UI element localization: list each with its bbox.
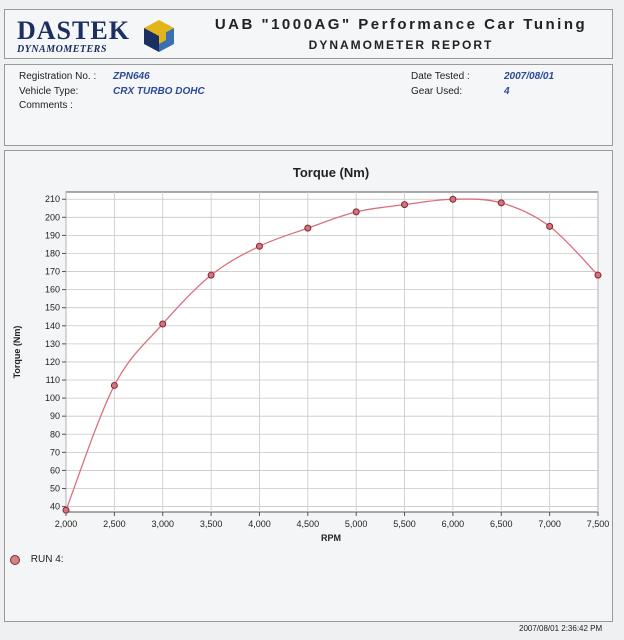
y-tick-label: 200: [45, 212, 60, 222]
x-tick-label: 6,000: [442, 519, 465, 529]
legend-label: RUN 4:: [30, 554, 64, 565]
date-tested-label: Date Tested :: [411, 71, 470, 82]
y-tick-label: 60: [50, 465, 60, 475]
x-tick-label: 7,500: [587, 519, 610, 529]
y-tick-label: 170: [45, 267, 60, 277]
x-tick-label: 2,000: [55, 519, 78, 529]
y-tick-label: 160: [45, 285, 60, 295]
x-tick-label: 6,500: [490, 519, 513, 529]
date-tested-value: 2007/08/01: [504, 71, 555, 82]
y-tick-label: 90: [50, 411, 60, 421]
x-tick-label: 3,500: [200, 519, 223, 529]
x-tick-label: 4,000: [248, 519, 271, 529]
chart-title: Torque (Nm): [293, 165, 369, 180]
x-tick-label: 5,500: [393, 519, 416, 529]
x-tick-label: 3,000: [151, 519, 174, 529]
y-tick-label: 80: [50, 429, 60, 439]
torque-data-point: [255, 242, 263, 250]
torque-data-point: [449, 195, 457, 203]
y-tick-label: 50: [50, 483, 60, 493]
x-tick-label: 7,000: [538, 519, 561, 529]
y-tick-label: 130: [45, 339, 60, 349]
y-tick-label: 40: [50, 502, 60, 512]
legend-marker: [10, 554, 20, 565]
torque-data-point: [594, 271, 602, 279]
torque-data-point: [546, 222, 554, 230]
y-tick-label: 210: [45, 194, 60, 204]
vehicle-type-value: CRX TURBO DOHC: [113, 86, 205, 97]
y-tick-label: 100: [45, 393, 60, 403]
torque-data-point: [62, 506, 70, 514]
report-title: UAB "1000AG" Performance Car Tuning: [214, 16, 588, 33]
cube-logo-icon: [144, 20, 174, 52]
y-tick-label: 190: [45, 230, 60, 240]
vehicle-info-panel: Registration No. : ZPN646 Vehicle Type: …: [4, 64, 613, 146]
torque-data-point: [401, 201, 409, 209]
torque-data-point: [352, 208, 360, 216]
y-tick-label: 110: [46, 375, 60, 385]
y-tick-label: 70: [50, 447, 60, 457]
y-tick-label: 180: [45, 248, 60, 258]
plot-area: [65, 191, 599, 513]
torque-data-point: [304, 224, 312, 232]
report-header: DASTEK DYNAMOMETERS UAB "1000AG" Perform…: [4, 9, 613, 59]
x-axis-label: RPM: [321, 533, 341, 543]
y-tick-label: 120: [45, 357, 60, 367]
comments-label: Comments :: [19, 100, 73, 111]
dastek-logo: DASTEK DYNAMOMETERS: [15, 16, 175, 56]
vehicle-type-label: Vehicle Type:: [19, 86, 79, 97]
gear-used-value: 4: [504, 86, 510, 97]
torque-data-point: [159, 320, 167, 328]
y-axis-label: Torque (Nm): [12, 326, 22, 379]
x-tick-label: 2,500: [103, 519, 126, 529]
logo-sub-text: DYNAMOMETERS: [17, 44, 107, 55]
print-timestamp: 2007/08/01 2:36:42 PM: [519, 624, 603, 633]
chart-legend: RUN 4:: [10, 554, 64, 565]
torque-data-point: [497, 199, 505, 207]
x-tick-label: 5,000: [345, 519, 368, 529]
logo-main-text: DASTEK: [17, 16, 130, 45]
y-tick-label: 150: [45, 303, 60, 313]
report-subtitle: DYNAMOMETER REPORT: [308, 38, 494, 52]
x-tick-label: 4,500: [297, 519, 320, 529]
torque-data-point: [110, 381, 118, 389]
torque-data-point: [207, 271, 215, 279]
registration-value: ZPN646: [113, 71, 150, 82]
y-tick-label: 140: [45, 321, 60, 331]
gear-used-label: Gear Used:: [411, 86, 463, 97]
registration-label: Registration No. :: [19, 71, 97, 82]
